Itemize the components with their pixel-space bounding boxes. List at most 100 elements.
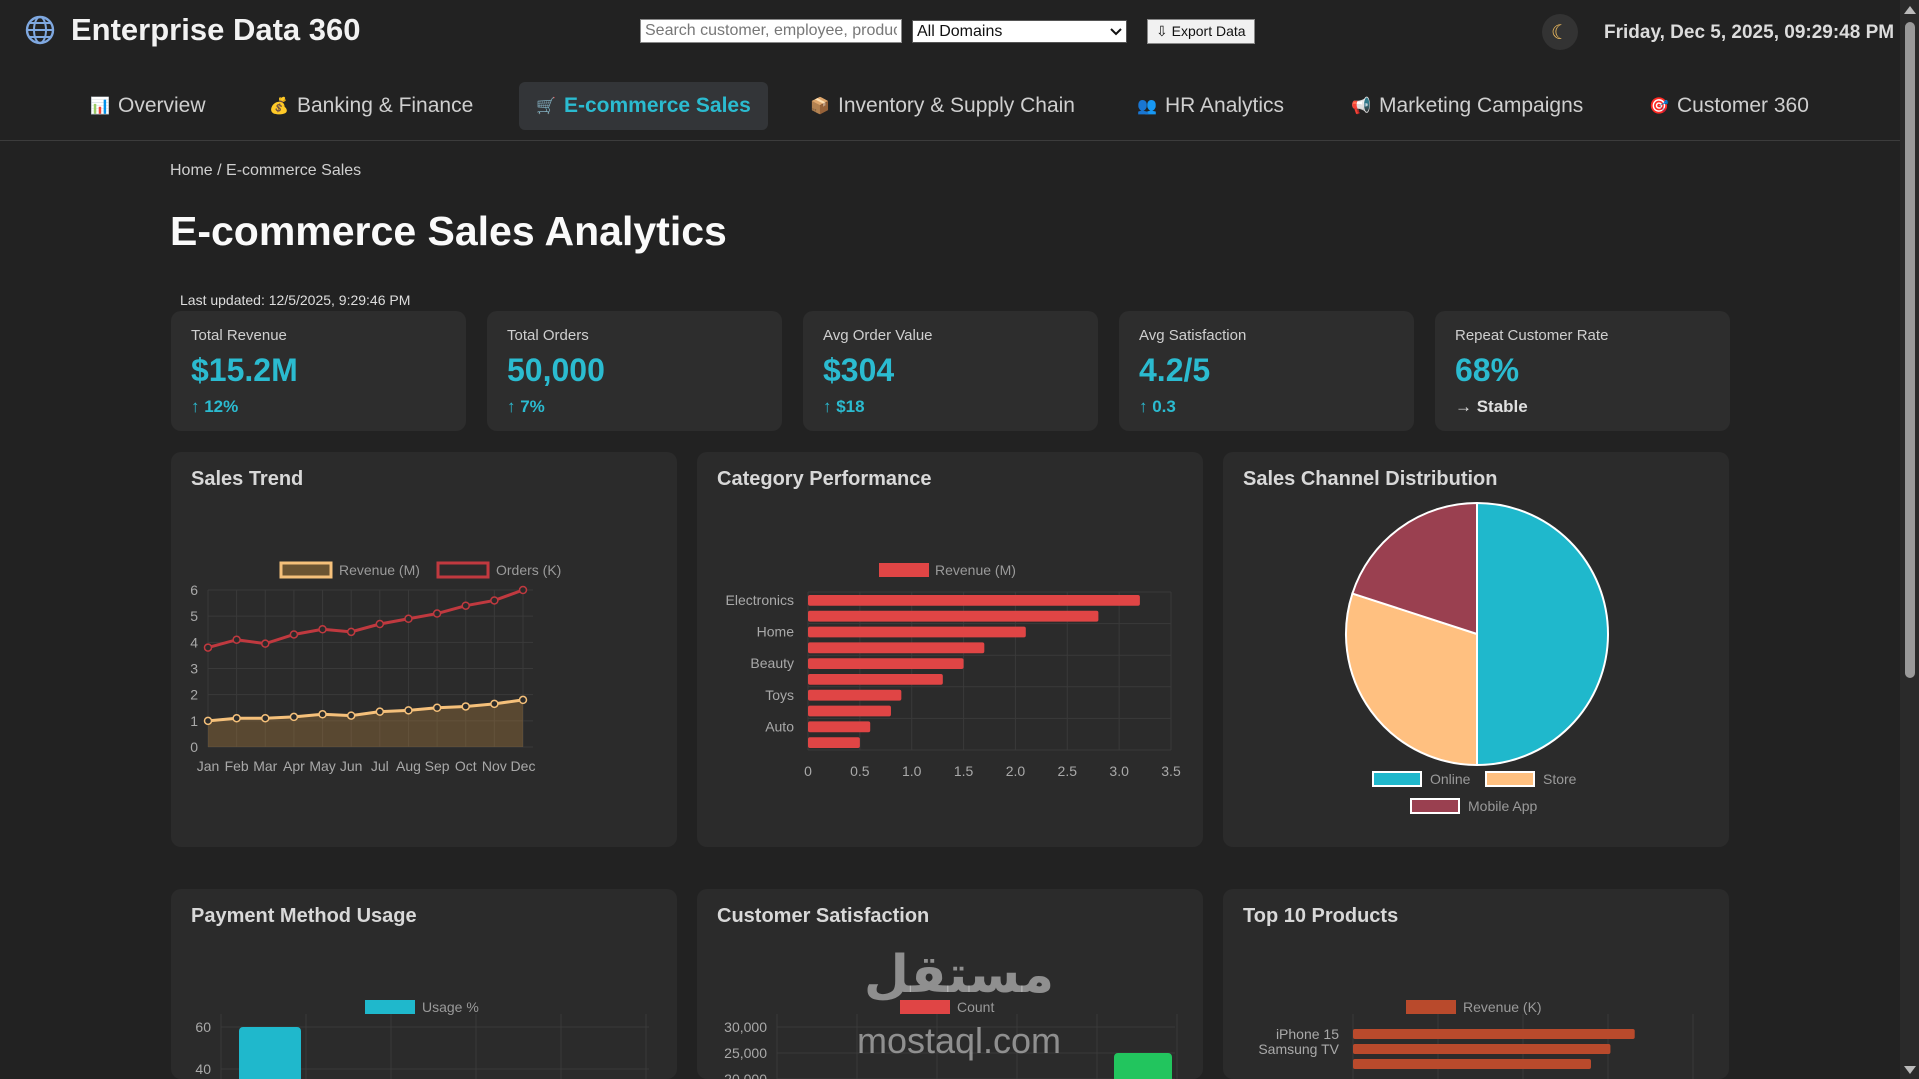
tab-label: HR Analytics	[1165, 94, 1285, 117]
theme-toggle-button[interactable]: ☾	[1542, 14, 1578, 50]
x-tick-label: 1.0	[902, 763, 922, 779]
legend-swatch-orders	[436, 561, 490, 579]
orders-point	[203, 643, 213, 652]
legend-label: Orders (K)	[496, 562, 561, 578]
x-tick-label: 2.5	[1058, 763, 1078, 779]
kpi-label: Repeat Customer Rate	[1455, 327, 1609, 344]
revenue-point	[461, 702, 470, 711]
product-bar	[1353, 1044, 1611, 1054]
legend-swatch	[1485, 771, 1535, 787]
legend-swatch-revenue	[1406, 1000, 1456, 1014]
y-tick-label: 3	[190, 661, 198, 677]
tab-banking-finance[interactable]: 💰 Banking & Finance	[252, 82, 490, 130]
watermark-latin: mostaql.com	[856, 1020, 1062, 1061]
orders-point	[318, 625, 327, 634]
legend-swatch-usage	[365, 1000, 415, 1014]
x-tick-label: 3.5	[1161, 763, 1181, 779]
sales-trend-card: Sales Trend 0 1 2 3 4 5 6 Jan Feb Mar Apr May Jun Jul…	[171, 452, 677, 847]
orders-point	[490, 596, 499, 605]
breadcrumb[interactable]: Home / E-commerce Sales	[170, 162, 362, 179]
legend-swatch-revenue	[279, 561, 333, 579]
scroll-down-arrow-icon[interactable]	[1904, 1066, 1916, 1074]
tab-label: Overview	[118, 94, 206, 117]
tab-inventory-supply-chain[interactable]: 📦 Inventory & Supply Chain	[793, 82, 1092, 130]
kpi-value: $304	[823, 352, 895, 388]
tab-hr-analytics[interactable]: 👥 HR Analytics	[1120, 82, 1301, 130]
page-scrollbar[interactable]	[1900, 0, 1919, 1079]
scroll-thumb[interactable]	[1905, 22, 1915, 678]
kpi-delta: ↑ 12%	[191, 397, 239, 416]
kpi-value: $15.2M	[191, 352, 298, 388]
kpi-card-avg-satisfaction: Avg Satisfaction 4.2/5 ↑ 0.3	[1119, 311, 1414, 431]
tab-label: Customer 360	[1677, 94, 1809, 117]
tab-customer-360[interactable]: 🎯 Customer 360	[1632, 82, 1826, 130]
legend-label: Mobile App	[1468, 798, 1537, 814]
tab-overview[interactable]: 📊 Overview	[73, 82, 223, 130]
revenue-point	[261, 713, 270, 723]
domain-nav: 📊 Overview 💰 Banking & Finance 🛒 E-commerce…	[0, 68, 1900, 141]
kpi-card-avg-order-value: Avg Order Value $304 ↑ $18	[803, 311, 1098, 431]
pie-slice-store	[1345, 592, 1478, 767]
y-tick-label: 4	[190, 634, 198, 650]
kpi-label: Total Orders	[507, 327, 589, 344]
kpi-card-total-orders: Total Orders 50,000 ↑ 7%	[487, 311, 782, 431]
domain-select[interactable]: All Domains	[912, 20, 1127, 43]
kpi-label: Avg Order Value	[823, 327, 933, 344]
orders-point	[461, 601, 470, 610]
category-bar	[808, 721, 871, 733]
export-data-button[interactable]: ⇩ Export Data	[1147, 19, 1255, 44]
legend-label: Revenue (M)	[339, 562, 420, 578]
x-tick-label: 3.0	[1109, 763, 1129, 779]
x-tick-label: Jul	[371, 758, 389, 774]
domain-select-value: All Domains	[917, 22, 1003, 40]
y-tick-label: iPhone 15	[1276, 1026, 1339, 1042]
y-tick-label: Electronics	[726, 592, 794, 608]
orders-point	[232, 635, 241, 644]
kpi-value: 50,000	[507, 352, 605, 388]
search-input[interactable]	[640, 19, 902, 43]
y-tick-label: 20,000	[724, 1071, 767, 1079]
package-icon: 📦	[810, 98, 830, 115]
kpi-value: 68%	[1455, 352, 1520, 388]
kpi-label: Total Revenue	[191, 327, 287, 344]
page-title: E-commerce Sales Analytics	[170, 208, 727, 254]
revenue-line	[207, 698, 524, 723]
legend-label: Usage %	[422, 999, 479, 1015]
revenue-area	[208, 699, 523, 747]
y-tick-label: Home	[757, 624, 795, 640]
category-bar	[808, 705, 891, 717]
revenue-point	[432, 703, 442, 712]
last-updated: Last updated: 12/5/2025, 9:29:46 PM	[180, 292, 411, 308]
scroll-up-arrow-icon[interactable]	[1904, 6, 1916, 14]
revenue-point	[203, 716, 213, 726]
tab-label: Inventory & Supply Chain	[838, 94, 1075, 117]
y-tick-label: 2	[190, 687, 198, 703]
x-tick-label: Feb	[225, 758, 249, 774]
y-tick-label: Auto	[765, 718, 794, 734]
x-tick-label: Mar	[253, 758, 277, 774]
x-tick-label: Jan	[197, 758, 220, 774]
customer-satisfaction-chart: 30,000 25,000 20,000 Count	[724, 999, 1178, 1079]
chevron-down-icon	[1110, 27, 1122, 35]
y-tick-label: Toys	[765, 687, 794, 703]
x-tick-label: 0.5	[850, 763, 870, 779]
tab-ecommerce-sales[interactable]: 🛒 E-commerce Sales	[519, 82, 768, 130]
y-tick-label: Samsung TV	[1258, 1041, 1339, 1057]
tab-marketing-campaigns[interactable]: 📢 Marketing Campaigns	[1334, 82, 1600, 130]
payment-method-chart: 60 40 Usage %	[195, 999, 649, 1079]
orders-point	[261, 639, 270, 648]
legend-label: Revenue (M)	[935, 562, 1016, 578]
kpi-delta: ↑ 0.3	[1139, 397, 1176, 416]
payment-bar	[239, 1027, 301, 1079]
card-title: Payment Method Usage	[191, 905, 417, 927]
kpi-delta: ↑ $18	[823, 397, 865, 416]
orders-point	[518, 585, 528, 595]
tab-label: E-commerce Sales	[564, 94, 751, 117]
product-bar	[1353, 1059, 1591, 1069]
y-tick-label: 0	[190, 739, 198, 755]
sales-channel-chart: Online Store Mobile App	[1345, 501, 1609, 814]
x-tick-label: 0	[804, 763, 812, 779]
revenue-point	[318, 710, 327, 719]
category-bar	[808, 642, 985, 654]
